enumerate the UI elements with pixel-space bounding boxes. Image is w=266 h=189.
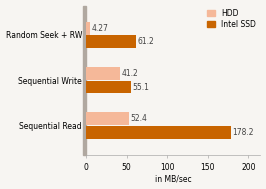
Bar	[83, 5, 86, 155]
Bar	[86, 67, 119, 80]
Bar	[86, 81, 131, 93]
Legend: HDD, Intel SSD: HDD, Intel SSD	[205, 6, 258, 31]
Bar	[86, 112, 128, 125]
Text: 178.2: 178.2	[232, 128, 254, 137]
Text: 4.27: 4.27	[91, 24, 108, 33]
Bar	[86, 126, 231, 139]
Text: 41.2: 41.2	[121, 69, 138, 78]
Text: 61.2: 61.2	[137, 37, 154, 46]
Text: 55.1: 55.1	[132, 83, 149, 92]
Bar	[86, 36, 136, 48]
Bar	[86, 22, 90, 35]
X-axis label: in MB/sec: in MB/sec	[155, 174, 192, 184]
Text: 52.4: 52.4	[130, 114, 147, 123]
